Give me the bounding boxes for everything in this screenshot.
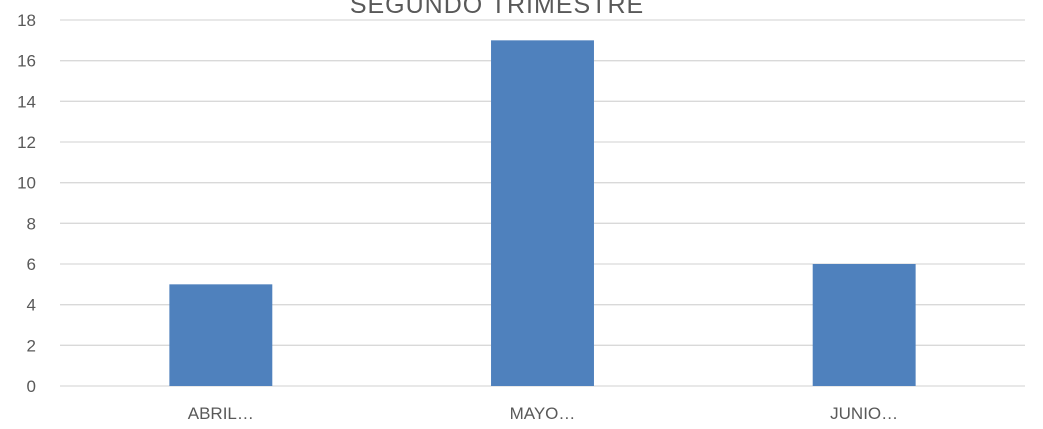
bar [491, 40, 594, 386]
y-tick-label: 18 [17, 11, 36, 30]
y-tick-label: 2 [27, 336, 36, 355]
bars [169, 40, 916, 386]
y-tick-label: 16 [17, 52, 36, 71]
y-axis-tick-labels: 0 2 4 6 8 10 12 14 16 18 [17, 11, 36, 396]
bar [812, 264, 916, 386]
y-tick-label: 0 [27, 377, 36, 396]
y-tick-label: 12 [17, 133, 36, 152]
y-tick-label: 14 [17, 92, 36, 111]
y-tick-label: 4 [27, 296, 36, 315]
y-tick-label: 6 [27, 255, 36, 274]
x-category-label: JUNIO… [830, 404, 898, 423]
chart-title: SEGUNDO TRIMESTRE [350, 0, 644, 19]
x-category-label: ABRIL… [188, 404, 254, 423]
y-tick-label: 8 [27, 214, 36, 233]
bar [169, 284, 273, 386]
y-tick-label: 10 [17, 174, 36, 193]
x-category-label: MAYO… [510, 404, 576, 423]
x-axis-category-labels: ABRIL… MAYO… JUNIO… [188, 404, 898, 423]
